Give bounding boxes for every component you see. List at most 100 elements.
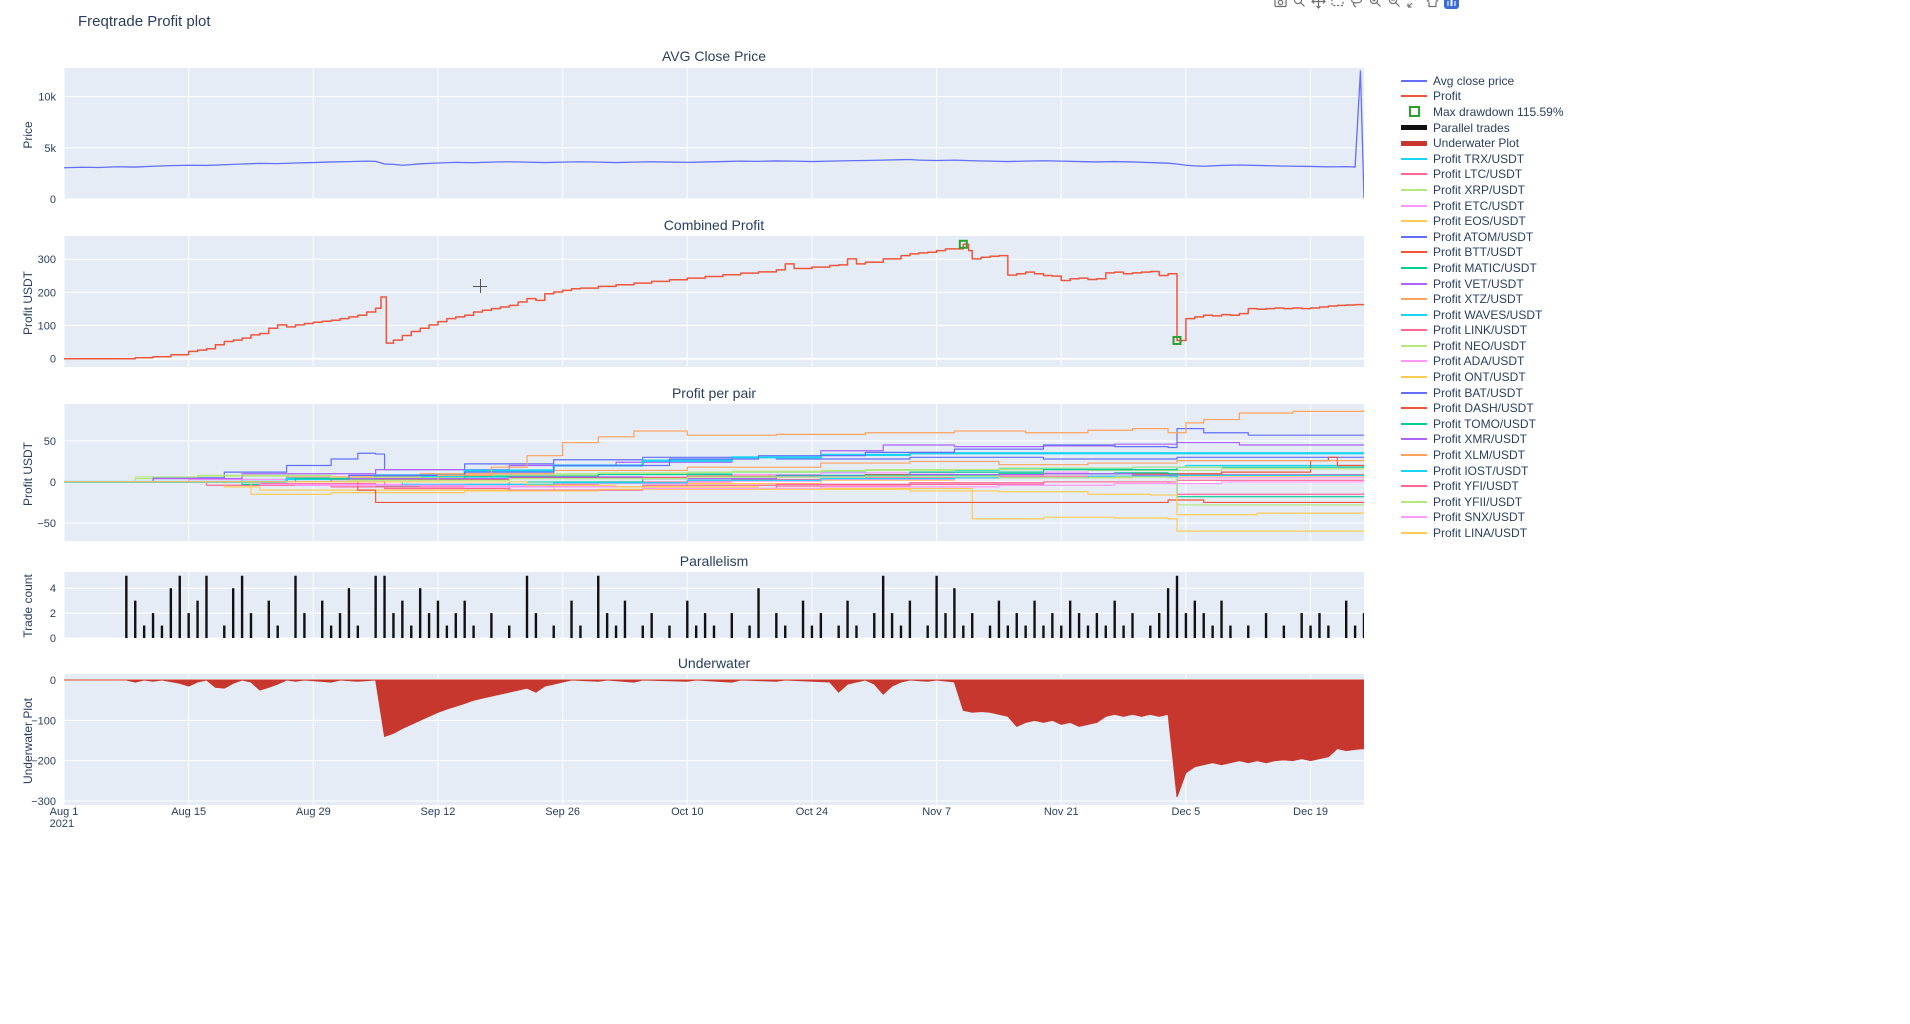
autoscale-icon[interactable] <box>1405 0 1422 10</box>
legend-item-label: Profit MATIC/USDT <box>1433 260 1537 275</box>
legend-item-profit-yfi-usdt[interactable]: Profit YFI/USDT <box>1400 478 1600 494</box>
legend-item-profit-waves-usdt[interactable]: Profit WAVES/USDT <box>1400 307 1600 323</box>
legend-item-label: Profit LTC/USDT <box>1433 167 1523 182</box>
panel-title-avg-close-price: AVG Close Price <box>662 48 766 64</box>
legend-line-swatch-icon <box>1400 220 1428 223</box>
legend-item-label: Profit ATOM/USDT <box>1433 229 1534 244</box>
y-tick-label: 0 <box>50 633 56 645</box>
figure-title: Freqtrade Profit plot <box>78 13 211 30</box>
zoom-out-icon[interactable] <box>1386 0 1403 10</box>
legend-item-label: Profit YFII/USDT <box>1433 494 1523 509</box>
legend-item-profit-yfii-usdt[interactable]: Profit YFII/USDT <box>1400 494 1600 510</box>
legend-item-label: Profit SNX/USDT <box>1433 510 1526 525</box>
legend-line-swatch-icon <box>1400 454 1428 457</box>
legend-line-swatch-icon <box>1400 140 1428 146</box>
legend-item-profit-ltc-usdt[interactable]: Profit LTC/USDT <box>1400 167 1600 183</box>
y-tick-label: 4 <box>50 583 56 595</box>
legend-line-swatch-icon <box>1400 188 1428 191</box>
zoom-in-icon[interactable] <box>1367 0 1384 10</box>
legend-item-profit-neo-usdt[interactable]: Profit NEO/USDT <box>1400 338 1600 354</box>
x-tick-label: Oct 24 <box>795 806 829 818</box>
legend-item-label: Profit VET/USDT <box>1433 276 1524 291</box>
pan-icon[interactable] <box>1310 0 1327 10</box>
camera-icon[interactable] <box>1272 0 1289 10</box>
panel-title-profit-per-pair: Profit per pair <box>671 385 757 401</box>
legend-line-swatch-icon <box>1400 422 1428 425</box>
legend-item-label: Profit BTT/USDT <box>1433 245 1524 260</box>
legend-item-profit-xtz-usdt[interactable]: Profit XTZ/USDT <box>1400 291 1600 307</box>
legend-item-max-drawdown-115-59-[interactable]: Max drawdown 115.59% <box>1400 104 1600 120</box>
x-tick-label: Nov 7 <box>922 806 951 818</box>
legend-item-profit-link-usdt[interactable]: Profit LINK/USDT <box>1400 323 1600 339</box>
parallelism-plot[interactable]: 0 2 4 <box>0 572 1370 645</box>
legend-item-label: Profit IOST/USDT <box>1433 463 1529 478</box>
legend-item-label: Profit XTZ/USDT <box>1433 292 1524 307</box>
legend-line-swatch-icon <box>1400 313 1428 316</box>
legend-item-label: Avg close price <box>1433 73 1515 88</box>
y-tick-label: 0 <box>50 354 56 366</box>
box-select-icon[interactable] <box>1329 0 1346 10</box>
x-tick-label: Dec 19 <box>1293 806 1328 818</box>
legend-item-profit-tomo-usdt[interactable]: Profit TOMO/USDT <box>1400 416 1600 432</box>
legend-item-label: Profit NEO/USDT <box>1433 338 1527 353</box>
y-tick-label: 300 <box>38 254 56 266</box>
legend-item-avg-close-price[interactable]: Avg close price <box>1400 73 1600 89</box>
legend-item-label: Profit ADA/USDT <box>1433 354 1525 369</box>
legend-item-label: Profit <box>1433 89 1462 104</box>
legend-line-swatch-icon <box>1400 376 1428 379</box>
legend-line-swatch-icon <box>1400 157 1428 160</box>
legend-item-label: Profit ONT/USDT <box>1433 370 1526 385</box>
legend-line-swatch-icon <box>1400 95 1428 98</box>
legend-item-profit-matic-usdt[interactable]: Profit MATIC/USDT <box>1400 260 1600 276</box>
avg-close-price-plot[interactable]: 0 5k 10k <box>0 68 1370 206</box>
legend-item-parallel-trades[interactable]: Parallel trades <box>1400 120 1600 136</box>
legend-item-profit-ont-usdt[interactable]: Profit ONT/USDT <box>1400 369 1600 385</box>
legend-line-swatch-icon <box>1400 266 1428 269</box>
legend-line-swatch-icon <box>1400 329 1428 332</box>
combined-profit-plot[interactable]: 0 100 200 300 <box>0 236 1370 367</box>
y-tick-label: 100 <box>38 321 56 333</box>
legend-item-profit-snx-usdt[interactable]: Profit SNX/USDT <box>1400 510 1600 526</box>
x-tick-label: Sep 26 <box>545 806 581 818</box>
legend-item-label: Profit TRX/USDT <box>1433 151 1525 166</box>
plotly-logo-icon[interactable] <box>1443 0 1460 10</box>
legend-item-profit-lina-usdt[interactable]: Profit LINA/USDT <box>1400 525 1600 541</box>
reset-axes-icon[interactable] <box>1424 0 1441 10</box>
legend-item-profit-xrp-usdt[interactable]: Profit XRP/USDT <box>1400 182 1600 198</box>
zoom-icon[interactable] <box>1291 0 1308 10</box>
legend-item-profit-atom-usdt[interactable]: Profit ATOM/USDT <box>1400 229 1600 245</box>
legend-line-swatch-icon <box>1400 125 1428 131</box>
y-tick-label: 10k <box>38 92 56 104</box>
legend-item-profit-xmr-usdt[interactable]: Profit XMR/USDT <box>1400 432 1600 448</box>
profit-per-pair-plot[interactable]: −50 0 50 <box>0 404 1370 541</box>
panel-title-underwater: Underwater <box>677 655 751 671</box>
legend-item-profit-trx-usdt[interactable]: Profit TRX/USDT <box>1400 151 1600 167</box>
y-tick-label: 0 <box>50 194 56 206</box>
legend-item-profit-xlm-usdt[interactable]: Profit XLM/USDT <box>1400 447 1600 463</box>
legend-item-profit-eos-usdt[interactable]: Profit EOS/USDT <box>1400 213 1600 229</box>
legend-item-profit-ada-usdt[interactable]: Profit ADA/USDT <box>1400 354 1600 370</box>
legend-item-profit-iost-usdt[interactable]: Profit IOST/USDT <box>1400 463 1600 479</box>
legend-item-label: Profit XMR/USDT <box>1433 432 1528 447</box>
legend-line-swatch-icon <box>1400 391 1428 394</box>
legend-item-profit-dash-usdt[interactable]: Profit DASH/USDT <box>1400 400 1600 416</box>
legend-item-profit-etc-usdt[interactable]: Profit ETC/USDT <box>1400 198 1600 214</box>
legend-item-label: Profit WAVES/USDT <box>1433 307 1543 322</box>
legend-item-underwater-plot[interactable]: Underwater Plot <box>1400 135 1600 151</box>
x-tick-label: Aug 15 <box>171 806 207 818</box>
panel-title-parallelism: Parallelism <box>679 553 749 569</box>
underwater-plot[interactable]: 0 −100 −200 −300 <box>0 674 1370 808</box>
legend-item-profit[interactable]: Profit <box>1400 89 1600 105</box>
legend-item-label: Profit XLM/USDT <box>1433 448 1526 463</box>
legend-item-label: Profit YFI/USDT <box>1433 479 1519 494</box>
legend-item-label: Profit ETC/USDT <box>1433 198 1525 213</box>
legend-item-profit-vet-usdt[interactable]: Profit VET/USDT <box>1400 276 1600 292</box>
legend-item-profit-btt-usdt[interactable]: Profit BTT/USDT <box>1400 245 1600 261</box>
lasso-icon[interactable] <box>1348 0 1365 10</box>
y-tick-label: 0 <box>50 477 56 489</box>
legend-item-profit-bat-usdt[interactable]: Profit BAT/USDT <box>1400 385 1600 401</box>
legend-item-label: Profit DASH/USDT <box>1433 401 1534 416</box>
legend-line-swatch-icon <box>1400 251 1428 254</box>
y-tick-label: −300 <box>31 796 56 808</box>
